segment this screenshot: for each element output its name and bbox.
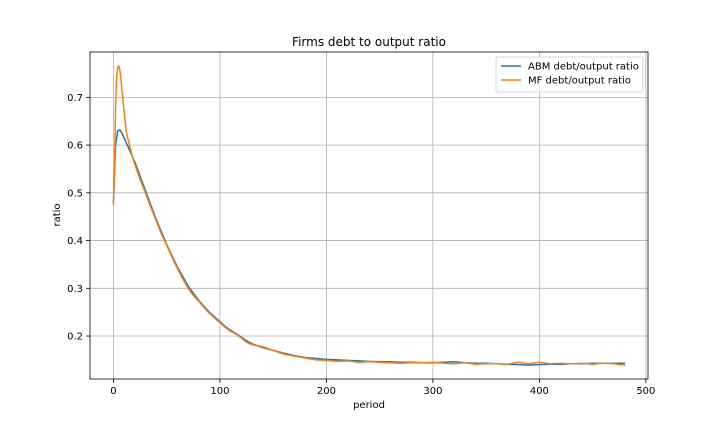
y-tick-label: 0.2 bbox=[67, 332, 83, 343]
y-tick-label: 0.6 bbox=[67, 141, 83, 152]
y-axis-label: ratio bbox=[52, 203, 63, 226]
y-tick-label: 0.7 bbox=[67, 93, 83, 104]
y-tick-label: 0.3 bbox=[67, 284, 83, 295]
x-tick-label: 500 bbox=[636, 386, 655, 397]
x-axis-label: period bbox=[353, 400, 385, 411]
legend: ABM debt/output ratio MF debt/output rati… bbox=[495, 56, 644, 93]
chart-title: Firms debt to output ratio bbox=[292, 35, 446, 49]
y-tick-label: 0.4 bbox=[67, 236, 83, 247]
x-tick-label: 200 bbox=[317, 386, 336, 397]
x-tick-label: 0 bbox=[110, 386, 116, 397]
series-group bbox=[112, 65, 626, 366]
x-tick-label: 100 bbox=[210, 386, 229, 397]
legend-label: ABM debt/output ratio bbox=[528, 62, 639, 73]
ticks: 0 100 200 300 400 500 0.2 0.3 0.4 0.5 0.6 0.7 bbox=[67, 93, 655, 397]
plot-frame bbox=[89, 51, 649, 380]
legend-box bbox=[495, 56, 644, 93]
x-tick-label: 400 bbox=[530, 386, 549, 397]
legend-label: MF debt/output ratio bbox=[528, 76, 631, 87]
series-line-mf bbox=[112, 65, 626, 366]
y-tick-label: 0.5 bbox=[67, 188, 83, 199]
grid bbox=[90, 52, 648, 379]
x-tick-label: 300 bbox=[423, 386, 442, 397]
